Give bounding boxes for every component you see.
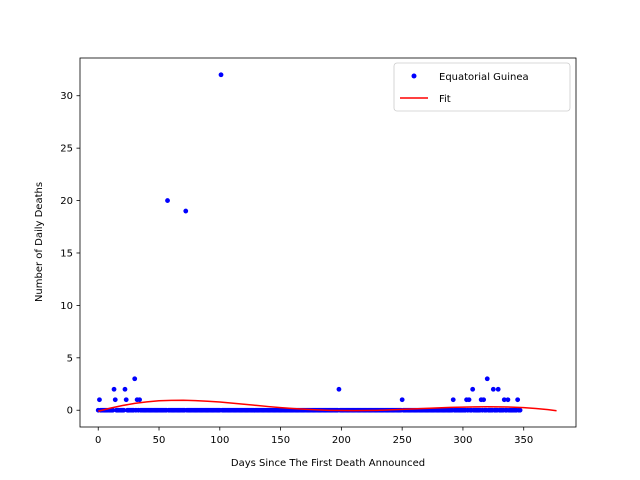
x-tick-label: 100 <box>210 435 229 446</box>
y-tick-label: 20 <box>60 196 73 207</box>
x-tick-label: 150 <box>271 435 290 446</box>
data-point <box>112 397 118 403</box>
data-point <box>218 72 224 78</box>
x-tick-label: 200 <box>332 435 351 446</box>
axes-frame <box>79 57 577 428</box>
data-point <box>122 386 128 392</box>
data-point <box>490 386 496 392</box>
data-point <box>517 407 523 413</box>
y-tick-label: 30 <box>60 91 73 102</box>
data-point <box>501 397 507 403</box>
x-tick-label: 50 <box>153 435 166 446</box>
x-tick-label: 350 <box>514 435 533 446</box>
legend-box <box>393 62 571 112</box>
data-point <box>132 376 138 382</box>
data-point <box>111 386 117 392</box>
data-point <box>336 386 342 392</box>
data-point <box>183 208 189 214</box>
legend-label-fit: Fit <box>439 94 451 105</box>
y-tick-label: 25 <box>60 144 73 155</box>
data-point <box>505 397 511 403</box>
y-tick-label: 15 <box>60 248 73 259</box>
data-point <box>121 407 127 413</box>
data-point <box>450 397 456 403</box>
x-axis-label: Days Since The First Death Announced <box>231 458 425 469</box>
data-point <box>470 386 476 392</box>
legend-marker-equatorial-guinea <box>411 73 417 79</box>
data-point <box>123 397 129 403</box>
data-point <box>466 397 472 403</box>
data-point <box>165 198 170 203</box>
axis-ticks: 0 50 100 150 200 250 300 350 0 5 10 15 20 25 30 <box>60 91 533 446</box>
x-tick-label: 0 <box>95 435 101 446</box>
data-point <box>481 397 487 403</box>
y-tick-label: 10 <box>60 301 73 312</box>
data-point <box>137 397 142 403</box>
y-axis-label: Number of Daily Deaths <box>34 182 45 302</box>
fit-line <box>98 399 557 413</box>
data-point <box>495 386 501 392</box>
legend-label-equatorial-guinea: Equatorial Guinea <box>439 72 529 83</box>
data-point <box>515 397 521 403</box>
y-tick-label: 0 <box>67 406 73 417</box>
legend: Equatorial Guinea Fit <box>393 62 571 112</box>
plot-area <box>95 72 557 413</box>
y-tick-label: 5 <box>67 353 73 364</box>
data-point <box>484 376 490 382</box>
data-point <box>97 397 102 403</box>
x-tick-label: 250 <box>393 435 412 446</box>
data-point <box>110 407 116 413</box>
x-tick-label: 300 <box>453 435 472 446</box>
data-point <box>399 397 405 403</box>
